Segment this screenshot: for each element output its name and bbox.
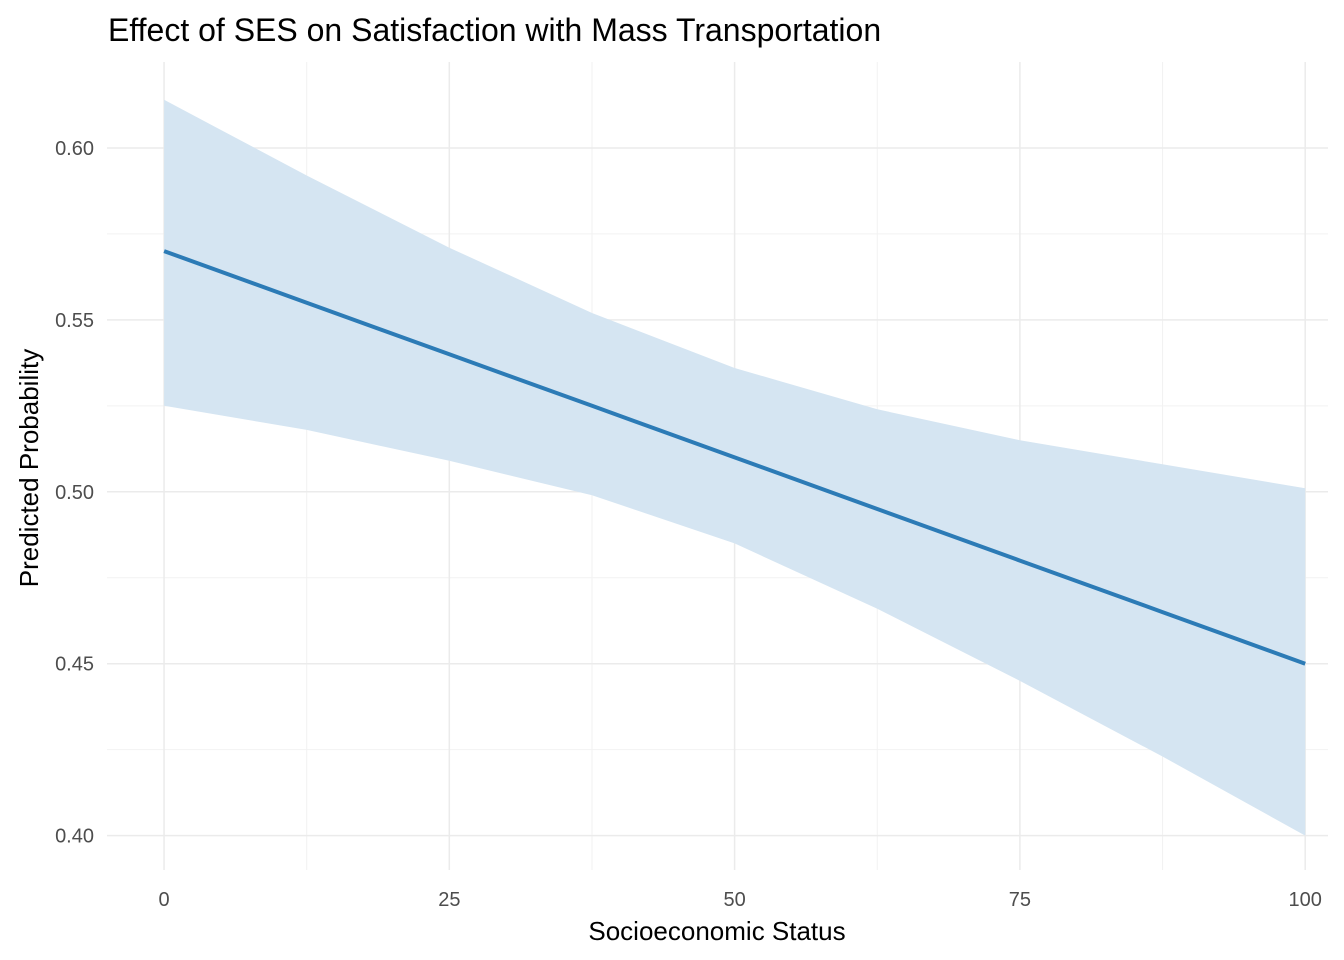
y-tick-label: 0.50 xyxy=(55,482,94,504)
x-tick-label: 0 xyxy=(158,889,169,911)
y-tick-label: 0.45 xyxy=(55,654,94,676)
x-tick-label: 50 xyxy=(723,889,745,911)
y-tick-label: 0.60 xyxy=(55,138,94,160)
x-axis-tick-labels: 0 25 50 75 100 xyxy=(158,889,1321,911)
y-tick-label: 0.40 xyxy=(55,826,94,848)
chart-title: Effect of SES on Satisfaction with Mass … xyxy=(108,12,881,48)
y-axis-tick-labels: 0.40 0.45 0.50 0.55 0.60 xyxy=(55,138,94,848)
x-axis-title: Socioeconomic Status xyxy=(588,916,845,946)
x-tick-label: 75 xyxy=(1009,889,1031,911)
y-axis-title: Predicted Probability xyxy=(14,349,44,587)
confidence-ribbon xyxy=(164,99,1306,836)
y-tick-label: 0.55 xyxy=(55,310,94,332)
x-tick-label: 100 xyxy=(1288,889,1321,911)
predicted-line xyxy=(163,249,1306,666)
x-tick-label: 25 xyxy=(438,889,460,911)
